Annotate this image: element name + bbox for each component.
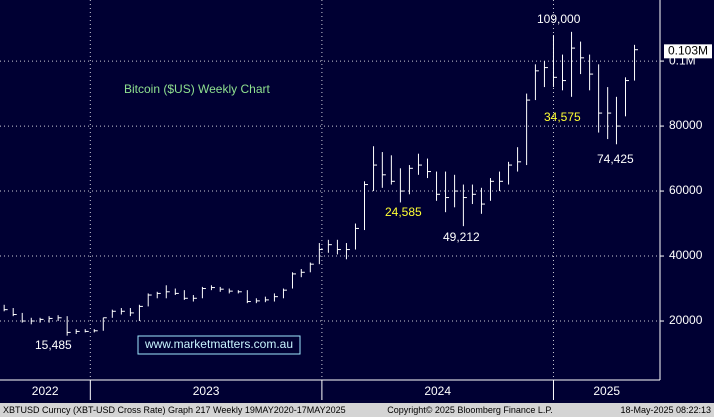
annotation: 49,212 [443,230,480,244]
source-link: www.marketmatters.com.au [144,337,293,351]
x-tick-label: 2024 [424,384,451,398]
last-price-label: 0.103M [668,44,708,58]
last-price-box [664,44,712,59]
x-tick-label: 2025 [593,384,620,398]
x-tick-label: 2023 [193,384,220,398]
x-tick-label: 2022 [32,384,59,398]
source-box [137,335,301,355]
footer-bar [0,403,714,417]
y-tick-label: 60000 [669,183,703,197]
chart-title: Bitcoin ($US) Weekly Chart [124,82,270,96]
footer-right: 18-May-2025 08:22:13 [620,405,711,415]
annotation: 24,585 [385,205,422,219]
y-tick-label: 20000 [669,313,703,327]
annotation: 74,425 [597,152,634,166]
annotation: 109,000 [537,12,581,26]
bars [3,31,639,336]
footer-left: XBTUSD Curncy (XBT-USD Cross Rate) Graph… [3,405,346,415]
annotation: 34,575 [544,110,581,124]
y-tick-label: 40000 [669,248,703,262]
footer: XBTUSD Curncy (XBT-USD Cross Rate) Graph… [0,403,714,417]
annotation: 15,485 [35,338,72,352]
footer-center: Copyright© 2025 Bloomberg Finance L.P. [387,405,553,415]
y-tick-label: 80000 [669,118,703,132]
